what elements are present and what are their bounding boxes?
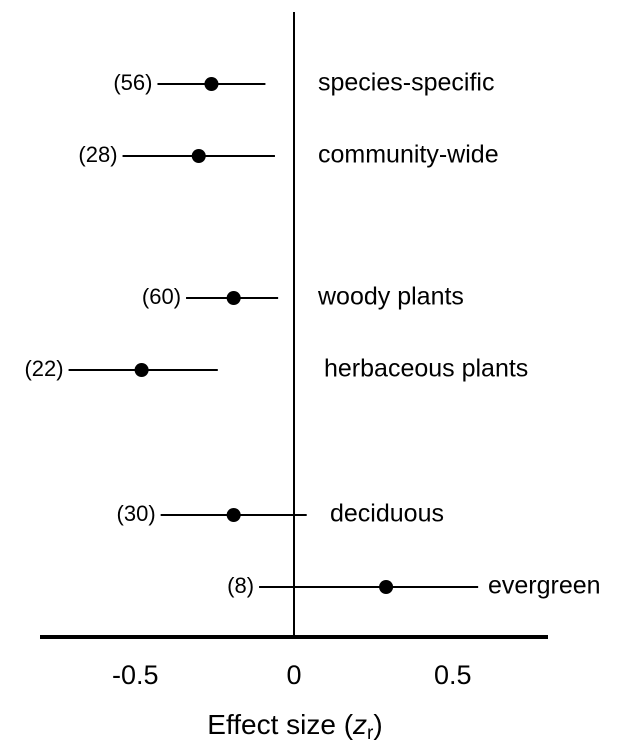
category-label: evergreen [488,572,601,600]
sample-size-label: (28) [78,142,117,167]
x-axis-label-var: z [352,709,367,740]
point [226,291,241,305]
category-label: deciduous [330,500,444,528]
sample-size-label: (60) [142,284,181,309]
point [134,363,149,377]
x-axis-label-sub: r [367,723,374,744]
point [204,77,219,91]
sample-size-label: (22) [24,356,63,381]
x-tick-label: 0 [286,660,301,690]
category-label: species-specific [318,69,494,97]
sample-size-label: (56) [113,70,152,95]
sample-size-label: (8) [227,573,254,598]
x-axis-label: Effect size (zr) [207,709,382,744]
point [226,508,241,522]
x-tick-label: -0.5 [112,660,159,690]
category-label: woody plants [317,283,464,311]
category-label: community-wide [318,141,499,169]
category-label: herbaceous plants [324,355,528,383]
sample-size-label: (30) [117,501,156,526]
x-axis-label-close: ) [373,709,382,740]
point [191,149,206,163]
point [379,580,394,594]
x-tick-label: 0.5 [434,660,472,690]
x-axis-label-text: Effect size ( [207,709,353,740]
